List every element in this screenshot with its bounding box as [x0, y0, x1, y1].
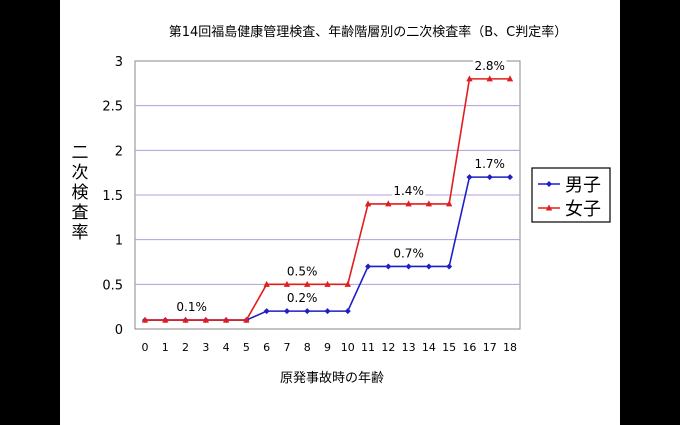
legend-box	[531, 167, 611, 223]
data-point	[222, 316, 230, 323]
legend-marker	[546, 181, 552, 187]
x-tick-label: 2	[182, 341, 189, 354]
data-point	[263, 308, 270, 315]
data-label: 0.2%	[287, 291, 318, 305]
y-tick-label: 3	[115, 55, 123, 70]
x-tick-label: 12	[381, 341, 395, 354]
data-label: 1.7%	[474, 157, 505, 171]
x-tick-label: 13	[402, 341, 416, 354]
x-tick-label: 5	[243, 341, 250, 354]
data-point	[486, 174, 493, 181]
data-label: 1.4%	[393, 184, 424, 198]
x-tick-label: 17	[483, 341, 497, 354]
series-2	[141, 75, 514, 323]
x-tick-label: 6	[263, 341, 270, 354]
y-tick-label: 0.5	[102, 278, 123, 293]
y-tick-label: 1.5	[102, 189, 123, 204]
x-tick-label: 4	[223, 341, 230, 354]
data-point	[324, 308, 331, 315]
data-label-bg	[391, 182, 426, 198]
x-tick-label: 11	[361, 341, 375, 354]
data-point	[283, 280, 291, 287]
data-label: 2.8%	[474, 59, 505, 73]
data-point	[162, 316, 169, 323]
annotations: 0.1% 0.2% 0.5% 0.7% 1.4% 1.7% 2.8%	[174, 57, 507, 315]
x-tick-label: 7	[283, 341, 290, 354]
data-point	[324, 280, 331, 287]
data-point	[385, 263, 392, 270]
x-tick-label: 18	[503, 341, 517, 354]
data-point	[445, 200, 453, 207]
data-point	[466, 174, 473, 181]
data-point	[385, 200, 392, 207]
x-axis-label: 原発事故時の年齢	[280, 371, 384, 386]
data-label-bg	[174, 299, 209, 315]
x-tick-label: 8	[304, 341, 311, 354]
data-point	[365, 263, 372, 270]
data-point	[304, 308, 311, 315]
data-point	[405, 200, 412, 207]
legend-item: 男子	[538, 175, 601, 196]
legend-label: 女子	[565, 199, 601, 220]
data-point	[263, 280, 270, 287]
data-point	[486, 75, 493, 82]
data-point	[344, 280, 351, 287]
legend-label: 男子	[565, 175, 601, 196]
data-point	[466, 75, 473, 82]
data-label-bg	[472, 57, 507, 73]
x-tick-label: 16	[462, 341, 476, 354]
y-axis-ticks: 0 0.5 1 1.5 2 2.5 3	[102, 55, 123, 338]
x-axis-ticks: 0 1 2 3 4 5 6 7 8 9 10 11 12 13 14 15 16 17 18	[142, 341, 518, 354]
data-point	[243, 316, 250, 323]
data-point	[182, 316, 189, 323]
y-tick-label: 2	[115, 144, 123, 159]
data-point	[446, 263, 453, 270]
data-point	[141, 316, 149, 323]
series-1	[142, 174, 513, 324]
data-point	[425, 200, 433, 207]
y-axis-label: 二次検査率	[72, 143, 89, 243]
data-point	[304, 280, 311, 287]
data-label-bg	[285, 290, 319, 306]
data-point	[425, 263, 432, 270]
data-label: 0.1%	[176, 300, 207, 314]
slide: 第14回福島健康管理検査、年齢階層別の二次検査率（B、C判定率） 0 0.5 1 1.…	[60, 0, 620, 425]
data-point	[405, 263, 412, 270]
legend-item: 女子	[538, 199, 601, 220]
x-tick-label: 1	[162, 341, 169, 354]
x-tick-label: 15	[442, 341, 456, 354]
legend-marker	[545, 204, 553, 211]
x-tick-label: 10	[341, 341, 355, 354]
x-tick-label: 9	[324, 341, 331, 354]
chart-title: 第14回福島健康管理検査、年齢階層別の二次検査率（B、C判定率）	[169, 24, 568, 40]
data-point	[202, 316, 210, 323]
data-point	[506, 75, 514, 82]
x-tick-label: 14	[422, 341, 436, 354]
y-tick-label: 2.5	[102, 100, 123, 115]
data-label-bg	[472, 156, 507, 172]
x-tick-label: 0	[142, 341, 149, 354]
x-tick-label: 3	[202, 341, 209, 354]
series-layer	[141, 75, 514, 324]
y-tick-label: 0	[115, 323, 123, 338]
data-label: 0.5%	[287, 264, 318, 278]
data-label-bg	[285, 263, 319, 279]
data-point	[283, 308, 290, 315]
data-label: 0.7%	[393, 246, 424, 260]
data-point	[507, 174, 513, 181]
y-tick-label: 1	[115, 234, 123, 249]
data-point	[364, 200, 372, 207]
chart: 第14回福島健康管理検査、年齢階層別の二次検査率（B、C判定率） 0 0.5 1 1.…	[72, 24, 611, 386]
data-label-bg	[391, 245, 426, 261]
data-point	[344, 308, 351, 315]
